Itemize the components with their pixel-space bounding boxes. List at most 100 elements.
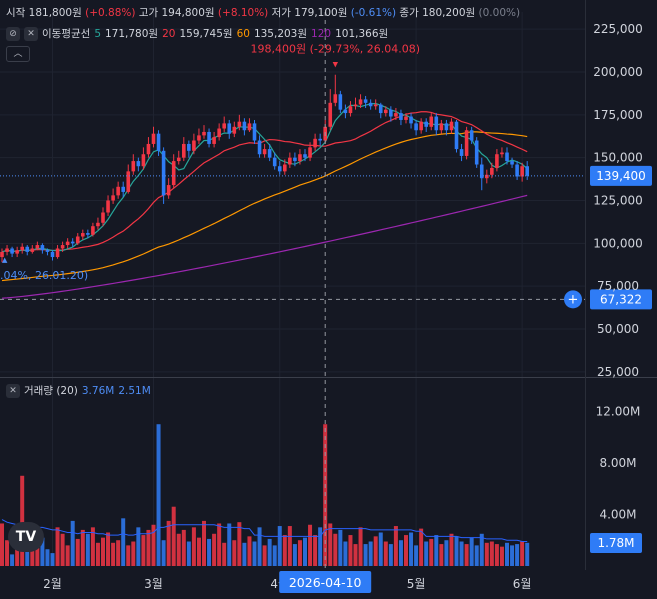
open-change: (+0.88%) [85,7,136,19]
volume-bar [313,535,318,566]
time-tick-label: 5월 [407,577,426,591]
volume-bar [80,529,85,566]
close-icon[interactable]: ✕ [6,383,20,398]
candle-body [15,250,19,254]
volume-bar [232,540,237,566]
candle-body [25,246,30,252]
candle-body [156,133,161,151]
candle-body [515,164,519,177]
ma5-line [1,102,528,253]
candle-body [111,195,115,201]
volume-legend-title: 거래량 (20) [24,385,78,397]
low-marker-label: .04%, 26.01.20) [0,269,88,282]
candle-body [5,248,9,252]
crosshair-date-badge [279,571,372,593]
candle-body [70,241,75,244]
candle-body [288,157,292,165]
ma120-period: 120 [311,27,332,40]
volume-bar [267,538,272,566]
time-tick-label: 2월 [43,577,62,591]
close-change: (0.00%) [478,7,521,19]
volume-bar [444,540,449,566]
volume-bar [348,535,353,566]
volume-bar [176,533,181,566]
high-marker-arrow-icon: ▼ [333,61,339,69]
volume-bar [378,532,383,566]
volume-bar [393,526,398,566]
volume-value-1: 3.76M [81,384,115,397]
candle-body [308,147,312,158]
volume-bar [343,541,348,566]
candle-body [176,157,181,162]
candle-body [212,137,216,144]
candle-body [35,245,40,249]
candle-body [510,161,514,165]
volume-bar [262,545,267,566]
volume-bar [75,538,80,566]
candle-body [318,138,322,141]
tradingview-logo[interactable]: TV [8,522,44,552]
volume-bar [65,545,70,566]
volume-tick-label: 4.00M [599,507,636,521]
candle-body [141,154,146,167]
candle-body [303,154,307,158]
candle-body [50,251,55,258]
candle-body [363,99,368,103]
candle-body [495,154,499,168]
volume-legend: ✕ 거래량 (20) 3.76M 2.51M [6,383,151,398]
candle-body [101,212,105,223]
candle-body [444,123,449,131]
volume-bar [454,536,459,566]
volume-bar [227,523,232,566]
close-icon[interactable]: ✕ [24,26,38,41]
volume-bar [111,542,116,566]
volume-bar [217,523,222,566]
ma60-value: 135,203원 [253,28,308,40]
price-tick-label: 50,000 [597,322,639,336]
candle-body [439,123,444,131]
candle-body [389,109,393,117]
candle-body [232,126,237,134]
volume-bar [414,545,419,566]
ma120-value: 101,366원 [335,28,389,40]
candle-body [131,161,136,172]
volume-bar [510,545,515,566]
open-value: 181,800원 [28,7,82,19]
ma60-period: 60 [236,27,250,40]
candle-body [187,143,191,151]
volume-bar [161,540,166,566]
volume-bar [101,537,105,566]
volume-bar [292,544,297,566]
candle-body [399,113,403,120]
volume-bar [297,540,302,566]
volume-bar [429,538,434,566]
volume-bar [106,532,111,566]
last-price-badge [590,165,652,186]
candle-body [151,133,156,144]
low-marker-arrow-icon: ▲ [2,256,8,264]
candle-body [328,102,333,127]
candle-body [525,166,529,176]
volume-bar [95,542,100,566]
candle-body [474,140,479,165]
candle-body [237,121,242,127]
candle-body [242,121,247,131]
high-label: 고가 [138,7,159,19]
volume-bar [494,544,499,566]
candle-body [520,166,524,177]
collapse-legend-button[interactable]: ︿ [6,46,30,62]
eye-off-icon[interactable]: ⊘ [6,26,20,41]
candle-body [313,138,317,148]
add-alert-button[interactable] [564,290,582,309]
candle-body [252,123,257,141]
candle-body [192,140,196,151]
volume-bar [272,545,277,566]
volume-bar [358,527,363,566]
candle-body [424,121,428,127]
candle-body [353,104,358,107]
volume-bar [141,535,146,566]
ma5-value: 171,780원 [105,28,159,40]
volume-value-2: 2.51M [118,384,151,397]
candle-body [267,149,272,158]
